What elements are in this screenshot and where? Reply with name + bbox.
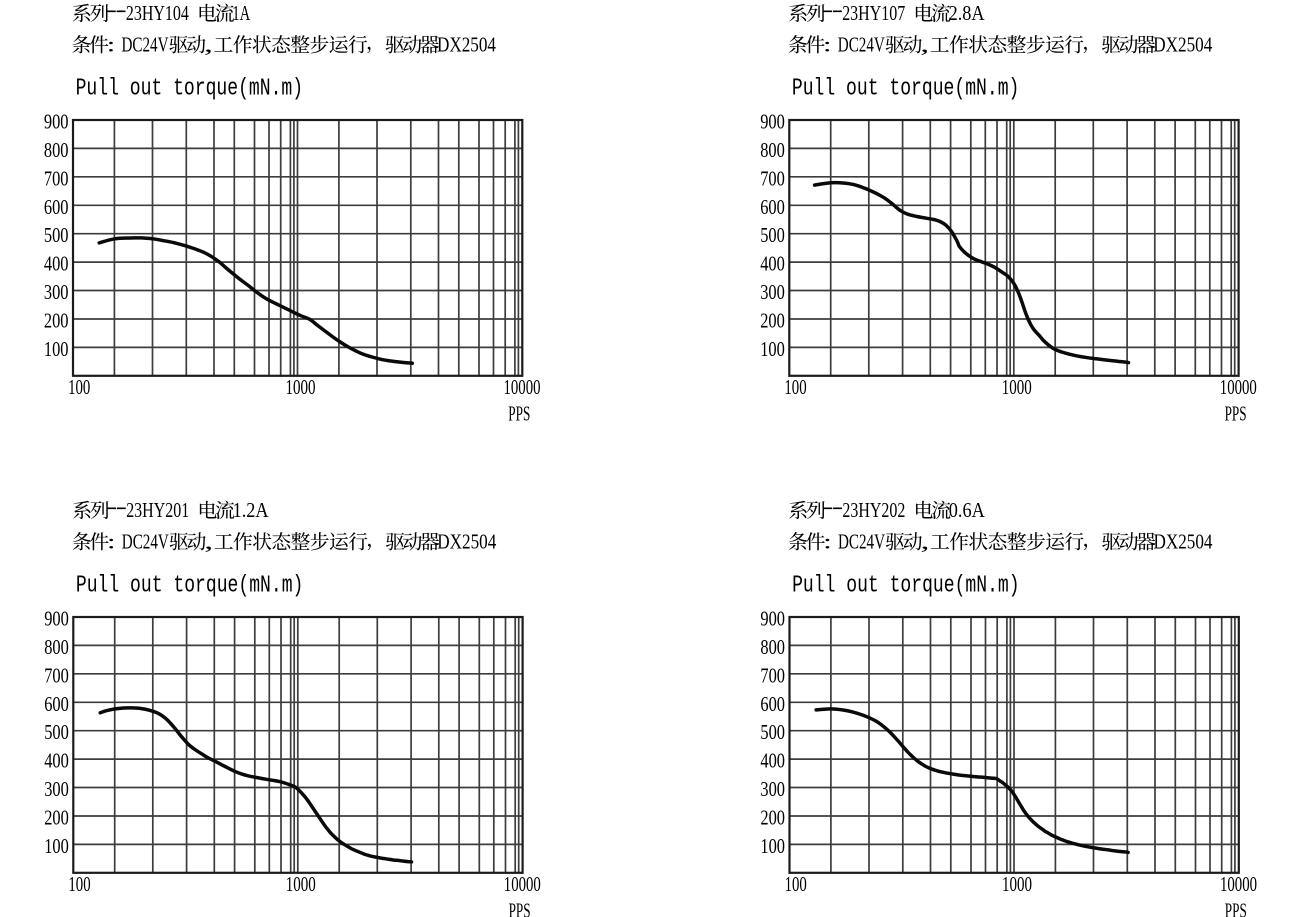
- svg-text:DX2504: DX2504: [1154, 530, 1213, 554]
- svg-text:,: ,: [921, 530, 930, 554]
- svg-text:Pull out torque(mN.m): Pull out torque(mN.m): [76, 572, 304, 599]
- svg-text:900: 900: [44, 607, 69, 631]
- svg-text:800: 800: [760, 138, 785, 162]
- svg-text:1000: 1000: [1002, 872, 1032, 896]
- svg-text:2.8A: 2.8A: [949, 1, 985, 25]
- svg-text:PPS: PPS: [509, 899, 531, 917]
- svg-text:PPS: PPS: [508, 402, 530, 426]
- svg-text:900: 900: [760, 607, 785, 631]
- svg-text:100: 100: [44, 834, 69, 858]
- svg-text:DX2504: DX2504: [437, 33, 496, 57]
- svg-text:23HY104: 23HY104: [126, 1, 189, 25]
- svg-text:800: 800: [760, 635, 785, 659]
- svg-text:600: 600: [44, 195, 69, 219]
- svg-text:,: ,: [204, 530, 213, 554]
- svg-text:200: 200: [760, 806, 785, 830]
- svg-text:10000: 10000: [504, 375, 541, 399]
- svg-text:1000: 1000: [1002, 375, 1032, 399]
- svg-text:100: 100: [785, 872, 807, 896]
- svg-text:900: 900: [760, 110, 785, 134]
- svg-text:10000: 10000: [1220, 872, 1257, 896]
- svg-text:100: 100: [784, 375, 806, 399]
- svg-text:DX2504: DX2504: [1153, 33, 1212, 57]
- svg-text:400: 400: [760, 749, 785, 773]
- svg-text:1A: 1A: [232, 1, 250, 25]
- svg-text:23HY202: 23HY202: [842, 498, 905, 522]
- svg-text:500: 500: [44, 720, 69, 744]
- svg-text:,: ,: [204, 33, 213, 57]
- svg-text:400: 400: [44, 749, 69, 773]
- svg-text:100: 100: [68, 872, 90, 896]
- svg-text:100: 100: [44, 337, 69, 361]
- svg-text:300: 300: [44, 280, 69, 304]
- svg-text::: :: [823, 33, 832, 57]
- svg-text:PPS: PPS: [1225, 899, 1247, 917]
- svg-text:PPS: PPS: [1225, 402, 1247, 426]
- svg-text:0.6A: 0.6A: [949, 498, 985, 522]
- svg-text:100: 100: [760, 337, 785, 361]
- svg-text:700: 700: [44, 663, 69, 687]
- svg-text::: :: [823, 530, 832, 554]
- svg-text:300: 300: [44, 777, 69, 801]
- svg-text:10000: 10000: [1220, 375, 1257, 399]
- svg-text:300: 300: [760, 280, 785, 304]
- svg-text:300: 300: [760, 777, 785, 801]
- svg-text:500: 500: [760, 223, 785, 247]
- svg-text:600: 600: [760, 195, 785, 219]
- svg-text:Pull out torque(mN.m): Pull out torque(mN.m): [792, 75, 1020, 102]
- svg-text:400: 400: [760, 252, 785, 276]
- svg-text:10000: 10000: [504, 872, 541, 896]
- svg-text:DC24V: DC24V: [122, 33, 169, 57]
- svg-text:600: 600: [44, 692, 69, 716]
- svg-text:400: 400: [44, 252, 69, 276]
- svg-text:DC24V: DC24V: [838, 33, 885, 57]
- svg-text:1000: 1000: [286, 375, 316, 399]
- svg-text:800: 800: [44, 635, 69, 659]
- svg-text:Pull out torque(mN.m): Pull out torque(mN.m): [792, 572, 1020, 599]
- svg-text:800: 800: [44, 138, 69, 162]
- svg-text::: :: [107, 530, 116, 554]
- svg-text:900: 900: [44, 110, 69, 134]
- svg-text:600: 600: [760, 692, 785, 716]
- svg-text:200: 200: [44, 806, 69, 830]
- svg-text:700: 700: [760, 663, 785, 687]
- svg-text:DC24V: DC24V: [838, 530, 885, 554]
- svg-text:1000: 1000: [286, 872, 316, 896]
- svg-text:100: 100: [760, 834, 785, 858]
- svg-text:500: 500: [760, 720, 785, 744]
- svg-text:1.2A: 1.2A: [233, 498, 269, 522]
- svg-text:23HY107: 23HY107: [842, 1, 905, 25]
- svg-text:500: 500: [44, 223, 69, 247]
- svg-text:200: 200: [44, 309, 69, 333]
- svg-text:200: 200: [760, 309, 785, 333]
- svg-text:23HY201: 23HY201: [126, 498, 189, 522]
- svg-text:DX2504: DX2504: [437, 530, 496, 554]
- svg-text::: :: [107, 33, 116, 57]
- svg-text:100: 100: [68, 375, 90, 399]
- svg-text:Pull out torque(mN.m): Pull out torque(mN.m): [76, 75, 304, 102]
- svg-text:,: ,: [920, 33, 929, 57]
- svg-text:700: 700: [760, 166, 785, 190]
- svg-text:700: 700: [44, 166, 69, 190]
- svg-text:DC24V: DC24V: [122, 530, 169, 554]
